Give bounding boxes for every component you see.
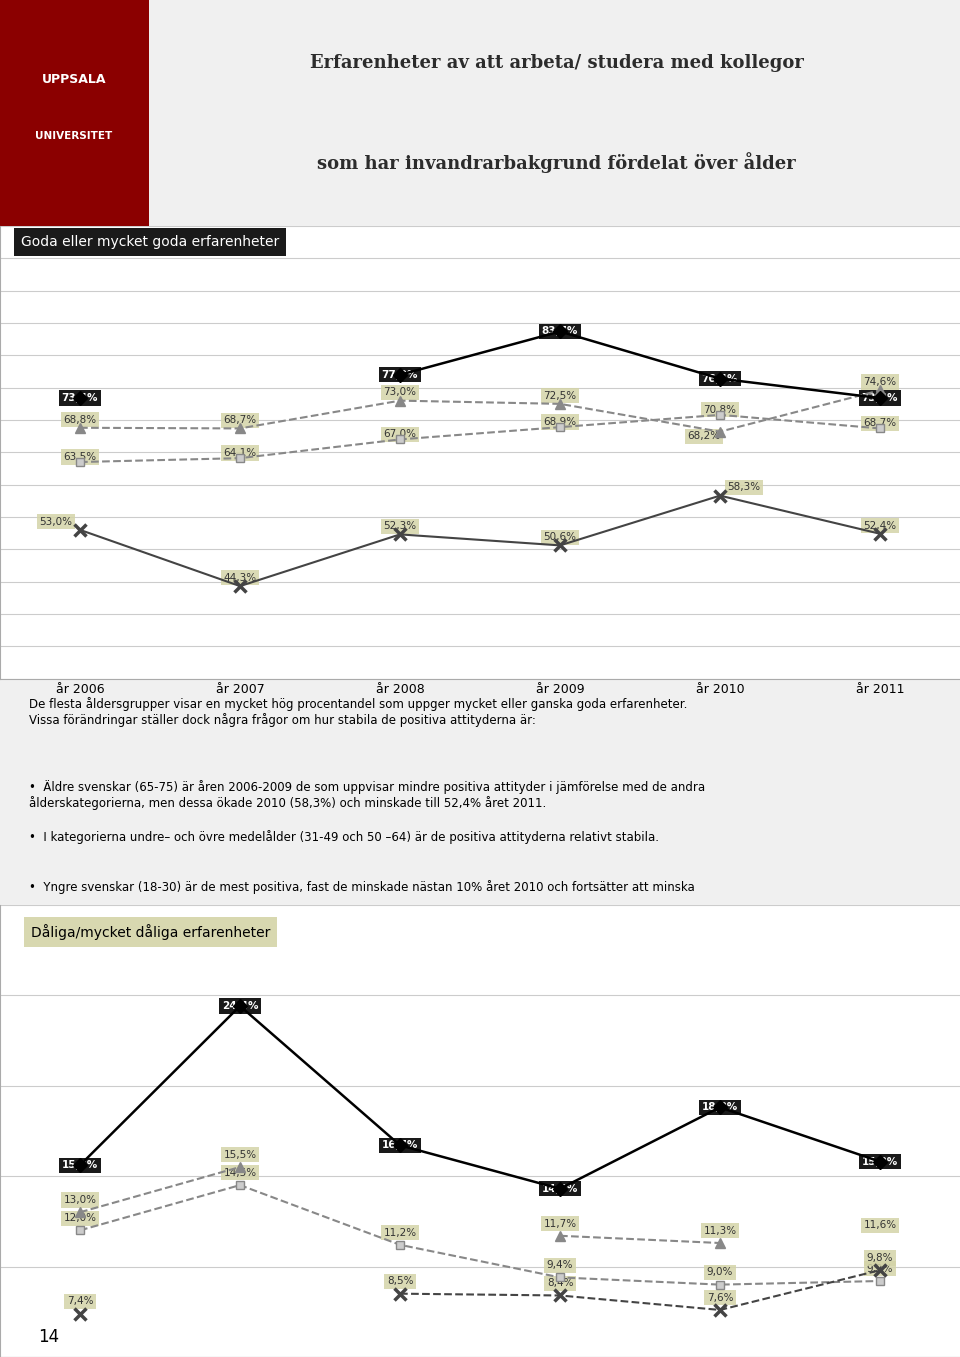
Text: 73,0%: 73,0% [383, 387, 417, 398]
Text: 68,2%: 68,2% [687, 432, 721, 441]
Text: 58,3%: 58,3% [728, 482, 760, 493]
Text: 68,8%: 68,8% [63, 414, 97, 425]
Text: •  Äldre svenskar (65-75) är åren 2006-2009 de som uppvisar mindre positiva atti: • Äldre svenskar (65-75) är åren 2006-20… [29, 780, 705, 810]
Text: 14: 14 [38, 1329, 60, 1346]
Text: 9,0%: 9,0% [707, 1267, 733, 1277]
Text: 64,1%: 64,1% [224, 448, 256, 459]
Text: 16,7%: 16,7% [382, 1140, 419, 1151]
Text: 83,7%: 83,7% [541, 327, 578, 337]
Text: 76,4%: 76,4% [702, 373, 738, 384]
Text: 13,0%: 13,0% [63, 1196, 97, 1205]
Text: 11,7%: 11,7% [543, 1219, 577, 1228]
Text: De flesta åldersgrupper visar en mycket hög procentandel som uppger mycket eller: De flesta åldersgrupper visar en mycket … [29, 696, 687, 727]
Text: 63,5%: 63,5% [63, 452, 97, 461]
Text: 9,2%: 9,2% [867, 1263, 893, 1274]
Text: •  Yngre svenskar (18-30) är de mest positiva, fast de minskade nästan 10% året : • Yngre svenskar (18-30) är de mest posi… [29, 879, 694, 894]
Text: 9,8%: 9,8% [867, 1253, 893, 1263]
Text: 77,0%: 77,0% [382, 370, 419, 380]
Text: 52,3%: 52,3% [383, 521, 417, 531]
Text: Erfarenheter av att arbeta/ studera med kollegor: Erfarenheter av att arbeta/ studera med … [310, 54, 804, 72]
FancyBboxPatch shape [0, 0, 149, 227]
Text: 15,5%: 15,5% [224, 1149, 256, 1160]
Text: 8,5%: 8,5% [387, 1277, 413, 1286]
Text: 70,8%: 70,8% [704, 404, 736, 415]
Text: 15,6%: 15,6% [61, 1160, 98, 1170]
Text: UPPSALA: UPPSALA [41, 73, 107, 85]
Text: 68,7%: 68,7% [224, 415, 256, 425]
Text: Dåliga/mycket dåliga erfarenheter: Dåliga/mycket dåliga erfarenheter [31, 924, 270, 940]
Text: 15,8%: 15,8% [862, 1156, 899, 1167]
Text: 11,6%: 11,6% [863, 1220, 897, 1231]
Text: 50,6%: 50,6% [543, 532, 577, 543]
Text: •  I kategorierna undre– och övre medelålder (31-49 och 50 –64) är de positiva a: • I kategorierna undre– och övre medelål… [29, 830, 659, 844]
Text: 67,0%: 67,0% [383, 429, 417, 440]
Text: Goda eller mycket goda erfarenheter: Goda eller mycket goda erfarenheter [21, 235, 279, 250]
Text: 73,4%: 73,4% [862, 394, 899, 403]
Text: 11,2%: 11,2% [383, 1228, 417, 1238]
Text: 72,5%: 72,5% [543, 391, 577, 400]
Text: 68,9%: 68,9% [543, 417, 577, 427]
Text: 14,5%: 14,5% [224, 1168, 256, 1178]
Text: 44,3%: 44,3% [224, 573, 256, 584]
Text: UNIVERSITET: UNIVERSITET [36, 130, 112, 141]
Text: som har invandrarbakgrund fördelat över ålder: som har invandrarbakgrund fördelat över … [318, 152, 796, 174]
Text: 12,0%: 12,0% [63, 1213, 97, 1223]
Text: 9,4%: 9,4% [547, 1261, 573, 1270]
Text: 8,4%: 8,4% [547, 1278, 573, 1288]
Text: 53,0%: 53,0% [39, 517, 73, 527]
Text: 7,6%: 7,6% [707, 1293, 733, 1303]
Text: 24,4%: 24,4% [222, 1001, 258, 1011]
Text: 14,3%: 14,3% [541, 1183, 578, 1194]
Text: 52,4%: 52,4% [863, 521, 897, 531]
Text: 11,3%: 11,3% [704, 1225, 736, 1236]
Text: 18,8%: 18,8% [702, 1102, 738, 1113]
Text: 7,4%: 7,4% [67, 1296, 93, 1307]
Text: 68,7%: 68,7% [863, 418, 897, 429]
Text: 73,4%: 73,4% [61, 394, 98, 403]
Text: 74,6%: 74,6% [863, 377, 897, 387]
